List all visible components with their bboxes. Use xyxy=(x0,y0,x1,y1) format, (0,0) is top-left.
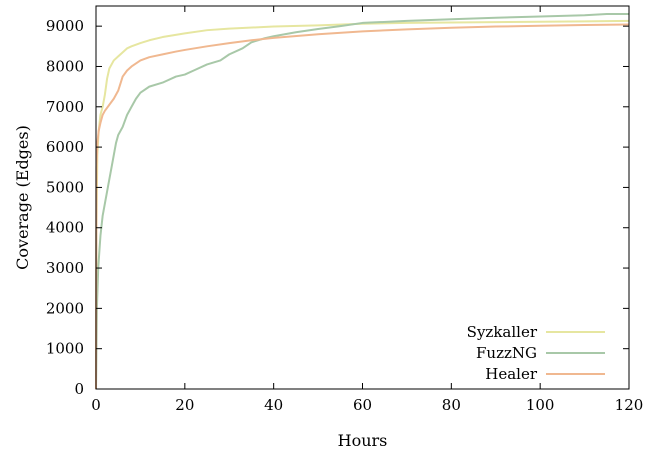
plot-area xyxy=(95,13,630,390)
y-tick-label: 6000 xyxy=(46,138,84,156)
y-tick-label: 9000 xyxy=(46,17,84,35)
legend-label-healer: Healer xyxy=(485,365,538,383)
y-tick-label: 5000 xyxy=(46,178,84,196)
y-tick-label: 8000 xyxy=(46,57,84,75)
x-tick-label: 60 xyxy=(353,396,372,414)
y-tick-label: 1000 xyxy=(46,340,84,358)
series-line-healer xyxy=(95,23,630,390)
x-tick-label: 0 xyxy=(91,396,101,414)
x-tick-label: 120 xyxy=(615,396,644,414)
y-axis-title: Coverage (Edges) xyxy=(13,125,32,270)
y-tick-label: 7000 xyxy=(46,98,84,116)
series-line-syzkaller xyxy=(95,19,630,390)
y-tick-label: 4000 xyxy=(46,219,84,237)
y-tick-label: 3000 xyxy=(46,259,84,277)
legend-label-syzkaller: Syzkaller xyxy=(467,323,538,341)
y-tick-label: 0 xyxy=(74,380,84,398)
legend-label-fuzzng: FuzzNG xyxy=(476,344,537,362)
x-tick-label: 20 xyxy=(175,396,194,414)
x-tick-label: 100 xyxy=(526,396,555,414)
legend: Syzkaller FuzzNG Healer xyxy=(467,323,605,383)
series-line-fuzzng xyxy=(95,13,629,390)
axes: 0 20 40 60 80 100 120 0 1000 2000 3000 4000 5000 6000… xyxy=(46,5,644,414)
y-tick-label: 2000 xyxy=(46,299,84,317)
x-tick-label: 40 xyxy=(264,396,283,414)
x-tick-label: 80 xyxy=(442,396,461,414)
x-axis-title: Hours xyxy=(338,431,388,450)
